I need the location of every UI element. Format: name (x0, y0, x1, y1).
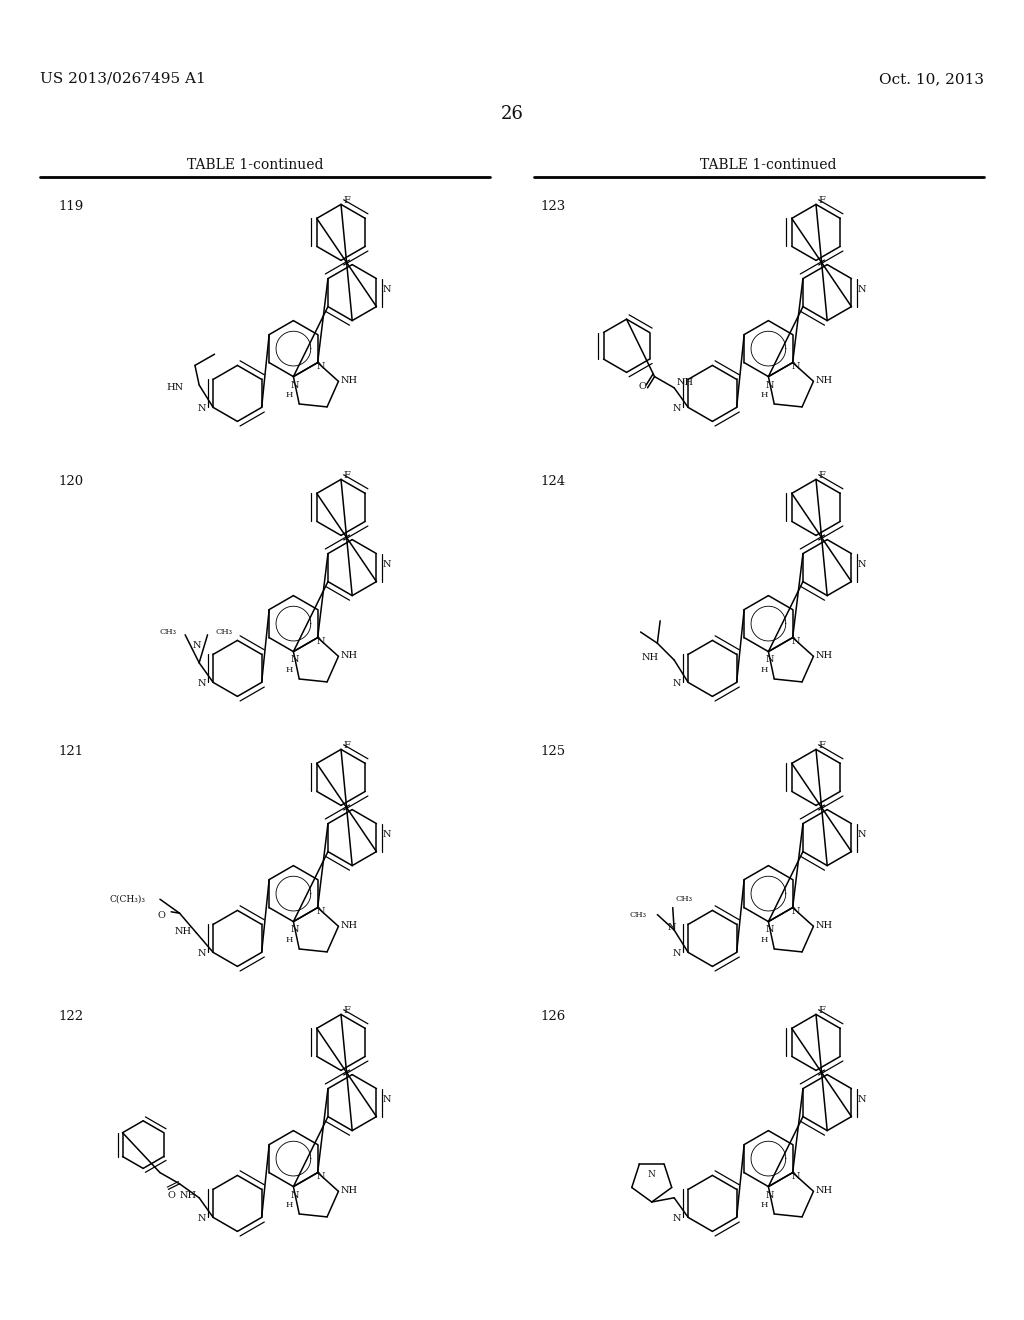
Text: N: N (383, 830, 391, 840)
Text: NH: NH (175, 927, 193, 936)
Text: H: H (761, 391, 768, 399)
Text: 125: 125 (540, 744, 565, 758)
Text: N: N (383, 1096, 391, 1105)
Text: F: F (343, 195, 350, 205)
Text: N: N (858, 560, 866, 569)
Text: N: N (383, 560, 391, 569)
Text: N: N (198, 680, 206, 688)
Text: 126: 126 (540, 1010, 565, 1023)
Text: N: N (193, 642, 201, 651)
Text: F: F (818, 1006, 825, 1015)
Text: N: N (667, 923, 676, 932)
Text: F: F (818, 195, 825, 205)
Text: 121: 121 (58, 744, 83, 758)
Text: H: H (761, 936, 768, 944)
Text: H: H (286, 1201, 293, 1209)
Text: O: O (167, 1191, 175, 1200)
Text: N: N (198, 1214, 206, 1224)
Text: 123: 123 (540, 201, 565, 213)
Text: Oct. 10, 2013: Oct. 10, 2013 (879, 73, 984, 86)
Text: F: F (343, 1006, 350, 1015)
Text: NH: NH (341, 376, 357, 385)
Text: N: N (673, 680, 681, 688)
Text: TABLE 1-continued: TABLE 1-continued (699, 158, 837, 172)
Text: 124: 124 (540, 475, 565, 488)
Text: NH: NH (179, 1191, 197, 1200)
Text: CH₃: CH₃ (216, 628, 232, 636)
Text: H: H (286, 936, 293, 944)
Text: C(CH₃)₃: C(CH₃)₃ (110, 895, 146, 904)
Text: N: N (673, 949, 681, 958)
Text: N: N (316, 362, 326, 371)
Text: N: N (766, 1191, 774, 1200)
Text: F: F (343, 471, 350, 479)
Text: N: N (648, 1171, 655, 1179)
Text: NH: NH (341, 651, 357, 660)
Text: N: N (858, 1096, 866, 1105)
Text: NH: NH (815, 376, 833, 385)
Text: NH: NH (642, 652, 658, 661)
Text: H: H (286, 665, 293, 673)
Text: N: N (673, 1214, 681, 1224)
Text: N: N (792, 638, 800, 647)
Text: N: N (766, 656, 774, 664)
Text: N: N (291, 1191, 299, 1200)
Text: F: F (818, 741, 825, 750)
Text: N: N (316, 907, 326, 916)
Text: O: O (158, 912, 166, 920)
Text: 26: 26 (501, 106, 523, 123)
Text: 119: 119 (58, 201, 83, 213)
Text: O: O (638, 381, 646, 391)
Text: N: N (291, 925, 299, 935)
Text: N: N (792, 907, 800, 916)
Text: CH₃: CH₃ (629, 911, 646, 919)
Text: N: N (766, 380, 774, 389)
Text: HN: HN (167, 383, 183, 392)
Text: H: H (761, 1201, 768, 1209)
Text: F: F (343, 741, 350, 750)
Text: N: N (291, 380, 299, 389)
Text: 120: 120 (58, 475, 83, 488)
Text: 122: 122 (58, 1010, 83, 1023)
Text: N: N (858, 830, 866, 840)
Text: N: N (198, 949, 206, 958)
Text: H: H (761, 665, 768, 673)
Text: N: N (792, 362, 800, 371)
Text: NH: NH (341, 921, 357, 931)
Text: N: N (383, 285, 391, 294)
Text: CH₃: CH₃ (676, 895, 692, 903)
Text: NH: NH (815, 1187, 833, 1196)
Text: NH: NH (341, 1187, 357, 1196)
Text: N: N (858, 285, 866, 294)
Text: N: N (792, 1172, 800, 1181)
Text: N: N (316, 1172, 326, 1181)
Text: F: F (818, 471, 825, 479)
Text: CH₃: CH₃ (160, 628, 177, 636)
Text: NH: NH (815, 651, 833, 660)
Text: N: N (316, 638, 326, 647)
Text: N: N (673, 404, 681, 413)
Text: NH: NH (815, 921, 833, 931)
Text: TABLE 1-continued: TABLE 1-continued (186, 158, 324, 172)
Text: N: N (291, 656, 299, 664)
Text: N: N (766, 925, 774, 935)
Text: US 2013/0267495 A1: US 2013/0267495 A1 (40, 73, 206, 86)
Text: H: H (286, 391, 293, 399)
Text: NH: NH (677, 378, 694, 387)
Text: N: N (198, 404, 206, 413)
